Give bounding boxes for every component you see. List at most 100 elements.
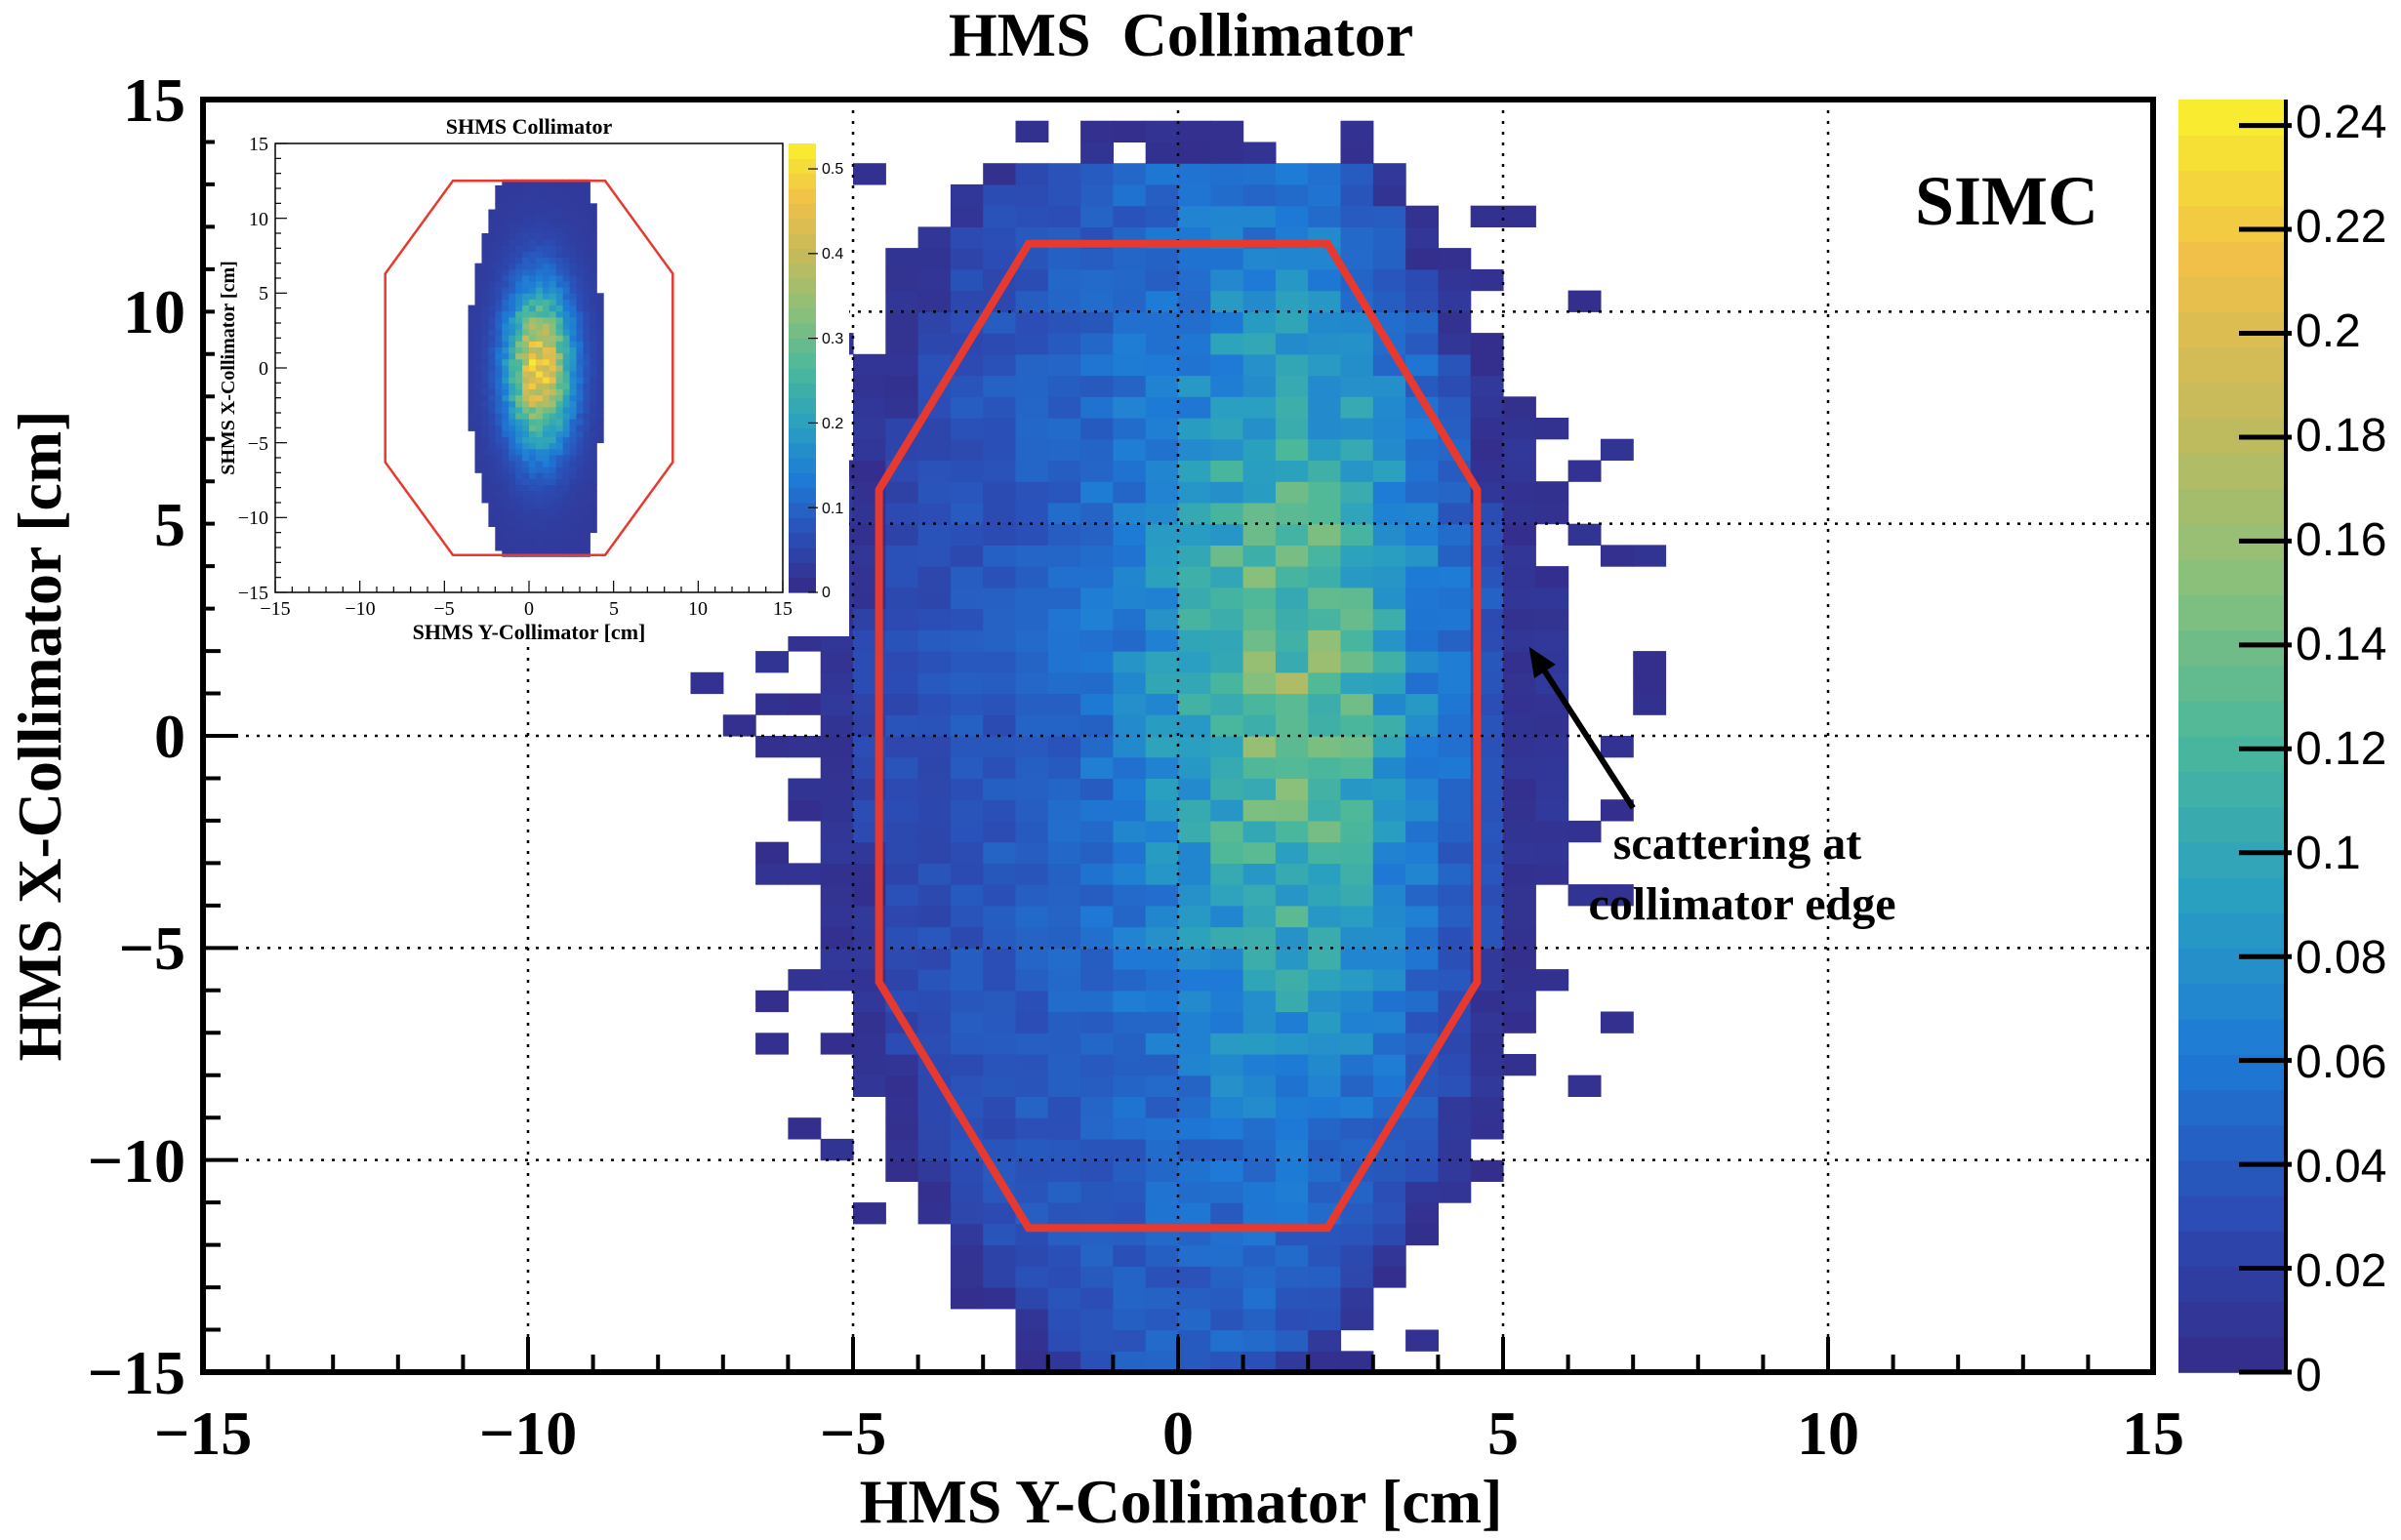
inset-heatmap-cell: [562, 245, 571, 252]
heatmap-cell: [1047, 333, 1081, 355]
inset-heatmap-cell: [495, 394, 503, 402]
heatmap-cell: [1113, 1054, 1147, 1076]
inset-colorbar-band: [789, 503, 816, 518]
inset-heatmap-cell: [569, 226, 577, 234]
heatmap-cell: [1210, 693, 1244, 715]
inset-heatmap-cell: [495, 413, 503, 420]
inset-heatmap-cell: [481, 377, 489, 384]
heatmap-cell: [1178, 502, 1211, 525]
heatmap-cell: [1567, 523, 1602, 546]
inset-heatmap-cell: [542, 430, 550, 437]
heatmap-cell: [1210, 884, 1244, 907]
heatmap-cell: [1242, 651, 1277, 673]
heatmap-cell: [1145, 502, 1179, 525]
heatmap-cell: [1535, 714, 1569, 737]
inset-heatmap-cell: [502, 377, 509, 384]
heatmap-cell: [1145, 353, 1179, 377]
heatmap-cell: [1438, 375, 1472, 397]
heatmap-cell: [1080, 1033, 1114, 1055]
inset-heatmap-cell: [522, 496, 530, 504]
heatmap-cell: [950, 375, 984, 397]
inset-heatmap-cell: [562, 371, 571, 378]
inset-heatmap-cell: [515, 352, 523, 360]
inset-heatmap-cell: [590, 484, 597, 492]
inset-heatmap-cell: [535, 436, 544, 444]
inset-heatmap-cell: [562, 215, 571, 223]
inset-heatmap-cell: [481, 352, 489, 360]
inset-heatmap-cell: [562, 263, 571, 270]
heatmap-cell: [1340, 481, 1374, 504]
heatmap-cell: [950, 1159, 984, 1182]
inset-heatmap-cell: [562, 514, 571, 521]
heatmap-cell: [1210, 1011, 1244, 1033]
heatmap-cell: [1015, 1011, 1049, 1033]
inset-heatmap-cell: [562, 472, 571, 479]
inset-heatmap-cell: [488, 209, 496, 217]
heatmap-cell: [1210, 863, 1244, 885]
heatmap-cell: [1145, 120, 1179, 142]
heatmap-cell: [983, 1223, 1017, 1246]
shms-collimator-outline: [384, 180, 674, 556]
heatmap-cell: [885, 1138, 919, 1161]
inset-heatmap-cell: [509, 341, 516, 347]
inset-heatmap-cell: [569, 203, 577, 210]
heatmap-cell: [1535, 841, 1569, 864]
inset-heatmap-cell: [583, 335, 590, 342]
heatmap-cell: [1340, 990, 1374, 1013]
inset-heatmap-cell: [549, 263, 557, 270]
heatmap-cell: [1308, 1138, 1342, 1161]
heatmap-cell: [1242, 460, 1277, 482]
heatmap-cell: [950, 481, 984, 504]
inset-heatmap-cell: [596, 377, 604, 384]
inset-heatmap-cell: [474, 358, 482, 366]
heatmap-cell: [1242, 714, 1277, 737]
heatmap-cell: [1113, 1096, 1147, 1118]
heatmap-cell: [1275, 799, 1309, 822]
inset-heatmap-cell: [576, 268, 584, 276]
inset-heatmap-cell: [576, 299, 584, 306]
heatmap-cell: [1178, 629, 1211, 652]
heatmap-cell: [820, 863, 854, 885]
heatmap-cell: [1503, 671, 1536, 695]
heatmap-cell: [950, 608, 984, 630]
heatmap-cell: [1145, 142, 1179, 164]
heatmap-cell: [917, 884, 952, 907]
inset-heatmap-cell: [562, 226, 571, 234]
heatmap-cell: [1567, 884, 1602, 907]
heatmap-cell: [1535, 736, 1569, 758]
inset-heatmap-cell: [502, 341, 509, 347]
heatmap-cell: [820, 969, 854, 992]
main-xtick-label-6: 15: [2122, 1398, 2184, 1468]
heatmap-cell: [820, 756, 854, 779]
heatmap-cell: [1080, 163, 1114, 185]
heatmap-cell: [1242, 820, 1277, 843]
inset-heatmap-cell: [535, 526, 544, 534]
heatmap-cell: [1308, 629, 1342, 652]
heatmap-cell: [1308, 714, 1342, 737]
heatmap-cell: [853, 1074, 886, 1097]
heatmap-cell: [1372, 756, 1406, 779]
inset-heatmap-cell: [549, 514, 557, 521]
inset-heatmap-cell: [590, 508, 597, 515]
main-ytick-label-4: 5: [154, 490, 185, 559]
heatmap-cell: [983, 1244, 1017, 1267]
heatmap-cell: [917, 502, 952, 525]
inset-heatmap-cell: [509, 364, 516, 372]
inset-heatmap-cell: [562, 179, 571, 186]
inset-heatmap-cell: [569, 544, 577, 551]
heatmap-cell: [1080, 1287, 1114, 1310]
inset-heatmap-cell: [562, 293, 571, 300]
inset-heatmap-cell: [481, 472, 489, 479]
heatmap-cell: [1080, 1266, 1114, 1288]
heatmap-cell: [1015, 396, 1049, 419]
colorbar-band: [2178, 170, 2286, 207]
heatmap-cell: [1470, 396, 1504, 419]
inset-heatmap-cell: [562, 503, 571, 509]
inset-heatmap-cell: [509, 310, 516, 318]
inset-colorbar-band: [789, 323, 816, 339]
inset-heatmap-cell: [502, 245, 509, 252]
inset-heatmap-cell: [590, 310, 597, 318]
inset-heatmap-cell: [522, 221, 530, 228]
heatmap-cell: [1372, 608, 1406, 630]
heatmap-cell: [885, 948, 919, 970]
